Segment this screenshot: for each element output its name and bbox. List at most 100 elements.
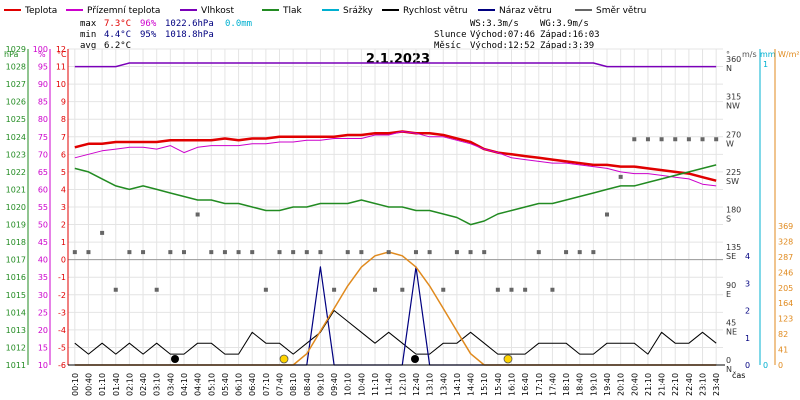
tick-time: 04:40 <box>194 373 203 396</box>
tick-humidity: 40 <box>38 256 48 265</box>
tick-humidity: 80 <box>38 115 48 124</box>
stats-block: max 7.3°C 96% 1022.6hPa 0.0mm min 4.4°C … <box>80 19 252 51</box>
tick-wind-speed: 0 <box>745 361 750 370</box>
tick-time: 05:10 <box>207 373 216 396</box>
unit-pct: % <box>38 50 46 59</box>
wind-dir-point <box>181 250 186 255</box>
wind-dir-point <box>591 250 596 255</box>
series-line-2 <box>74 62 717 68</box>
tick-wind-dir-label: S <box>726 215 731 224</box>
series-line-5 <box>74 266 717 366</box>
tick-humidity: 35 <box>38 273 48 282</box>
stat-min-temp: 4.4°C <box>104 30 131 40</box>
wind-dir-point <box>686 137 691 142</box>
tick-wind-dir-label: E <box>726 290 731 299</box>
unit-hpa: hPa <box>4 50 19 59</box>
wind-dir-point <box>304 250 309 255</box>
tick-pressure: 1027 <box>6 80 26 89</box>
tick-time: 04:10 <box>180 373 189 396</box>
wind-dir-point <box>263 287 268 292</box>
tick-temperature: -6 <box>58 361 66 370</box>
tick-time: 15:10 <box>480 373 489 396</box>
tick-pressure: 1011 <box>6 361 26 370</box>
wind-dir-point <box>332 287 337 292</box>
tick-humidity: 45 <box>38 238 48 247</box>
tick-pressure: 1022 <box>6 168 26 177</box>
wind-dir-point <box>345 250 350 255</box>
tick-temperature: 3 <box>61 203 66 212</box>
series-line-1 <box>74 131 717 187</box>
sun-set: Západ:16:03 <box>540 30 600 40</box>
unit-ms: m/s <box>742 50 757 59</box>
tick-pressure: 1029 <box>6 45 26 54</box>
tick-temperature: 11 <box>56 63 66 72</box>
sunset-marker <box>503 354 513 364</box>
tick-pressure: 1021 <box>6 185 26 194</box>
wind-dir-point <box>386 250 391 255</box>
wind-dir-point <box>536 250 541 255</box>
tick-wind-speed: 1 <box>745 334 750 343</box>
tick-temperature: 1 <box>61 238 66 247</box>
tick-pressure: 1024 <box>6 133 26 142</box>
wind-dir-point <box>618 174 623 179</box>
tick-pressure: 1020 <box>6 203 26 212</box>
tick-temperature: 5 <box>61 168 66 177</box>
tick-time: 14:10 <box>453 373 462 396</box>
tick-humidity: 25 <box>38 308 48 317</box>
tick-wind-dir: 315 <box>726 93 741 102</box>
tick-humidity: 100 <box>33 45 48 54</box>
wind-dir-point <box>400 287 405 292</box>
series-line-4 <box>74 310 717 355</box>
series-line-3 <box>74 164 717 226</box>
wind-ws: WS:3.3m/s <box>470 19 519 29</box>
wind-dir-point <box>468 250 473 255</box>
tick-time: 18:40 <box>576 373 585 396</box>
tick-radiation: 123 <box>778 315 793 324</box>
tick-wind-dir-label: N <box>726 64 732 73</box>
sunrise-marker <box>279 354 289 364</box>
tick-humidity: 70 <box>38 150 48 159</box>
tick-temperature: -4 <box>58 326 66 335</box>
tick-time: 12:40 <box>412 373 421 396</box>
tick-humidity: 55 <box>38 203 48 212</box>
wind-dir-point <box>154 287 159 292</box>
unit-wm2: W/m² <box>778 50 800 59</box>
moonrise-marker <box>411 355 419 363</box>
wind-dir-point <box>250 250 255 255</box>
plot-area <box>72 62 719 366</box>
tick-time: 10:40 <box>357 373 366 396</box>
wind-dir-point <box>509 287 514 292</box>
tick-humidity: 20 <box>38 326 48 335</box>
tick-wind-dir: 225 <box>726 168 741 177</box>
tick-humidity: 30 <box>38 291 48 300</box>
tick-wind-dir-label: NW <box>726 102 740 111</box>
tick-wind-dir: 360 <box>726 55 741 64</box>
tick-pressure: 1016 <box>6 273 26 282</box>
tick-temperature: -2 <box>58 291 66 300</box>
wind-dir-point <box>700 137 705 142</box>
legend-label-3: Tlak <box>282 6 303 16</box>
legend-label-0: Teplota <box>24 6 57 16</box>
stat-avg-temp: 6.2°C <box>104 41 131 51</box>
wind-dir-point <box>168 250 173 255</box>
wind-dir-point <box>113 287 118 292</box>
legend-label-2: Vlhkost <box>201 6 234 16</box>
tick-humidity: 10 <box>38 361 48 370</box>
wind-dir-point <box>427 250 432 255</box>
tick-wind-dir-label: N <box>726 365 732 374</box>
tick-temperature: 12 <box>56 45 66 54</box>
tick-temperature: 10 <box>56 80 66 89</box>
tick-temperature: -5 <box>58 343 66 352</box>
tick-radiation: 41 <box>778 346 788 355</box>
unit-mm: mm <box>760 50 776 59</box>
series-line-6 <box>74 251 717 366</box>
series-line-0 <box>74 130 717 182</box>
unit-degc: °C <box>57 50 67 59</box>
stat-min-label: min <box>80 30 96 40</box>
tick-time: 20:40 <box>630 373 639 396</box>
legend-label-5: Rychlost větru <box>403 6 468 16</box>
tick-time: 13:40 <box>439 373 448 396</box>
wind-dir-point <box>482 250 487 255</box>
tick-radiation: 82 <box>778 330 788 339</box>
